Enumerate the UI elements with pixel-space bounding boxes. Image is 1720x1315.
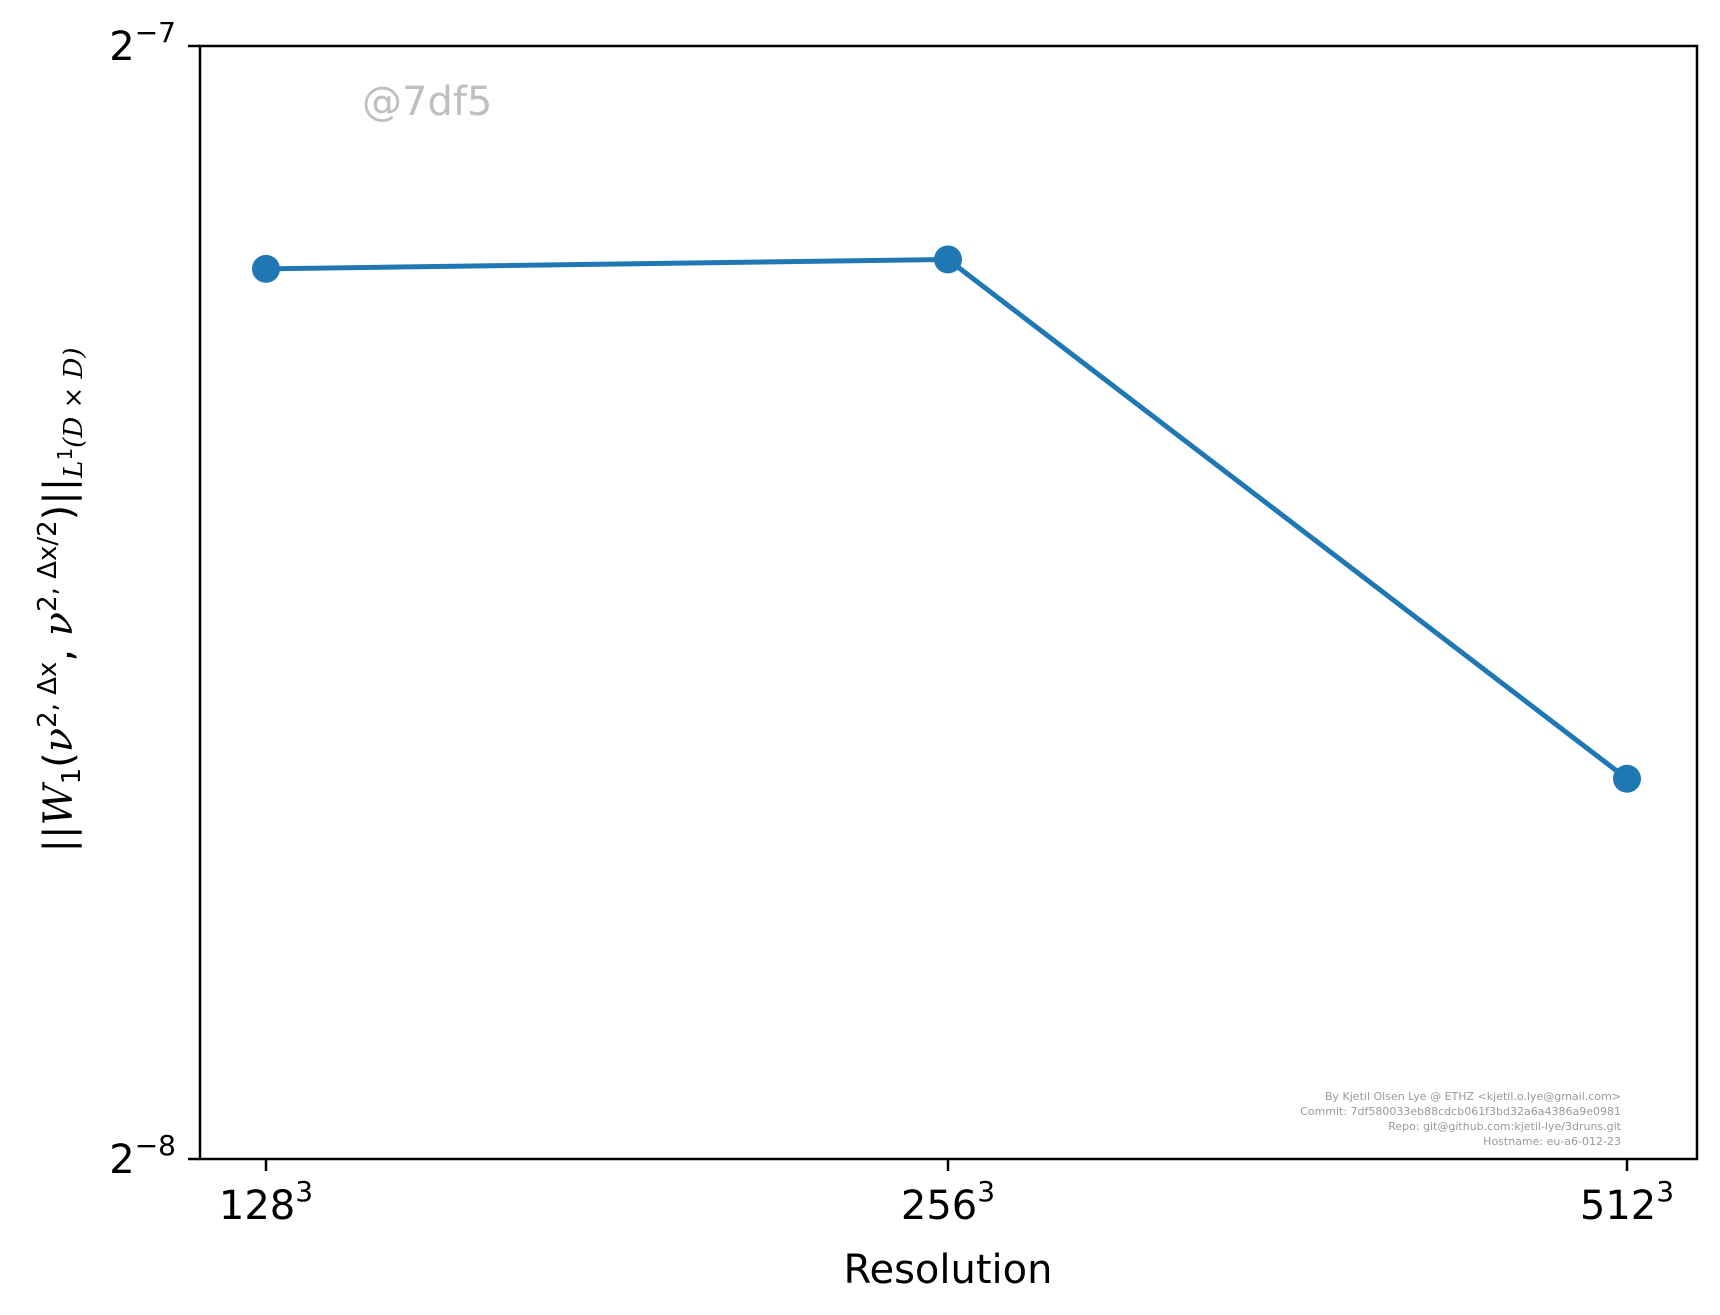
y-label-nu-b: ν (36, 612, 82, 636)
x-tick-label: 5123 (1580, 1175, 1674, 1229)
y-label-paren-open: ( (36, 752, 82, 768)
y-label-space-sup: 1 (53, 448, 77, 461)
x-tick-label: 1283 (219, 1175, 313, 1229)
y-label-comma: , (36, 636, 82, 661)
y-label-norm-close: || (36, 478, 82, 505)
data-point (252, 254, 280, 283)
y-label-sup-a: 2, Δx (33, 662, 63, 728)
y-tick-label: 2−7 (109, 16, 176, 70)
y-tick-label: 2−8 (109, 1129, 176, 1183)
y-axis-ticks: 2−8 2−7 (109, 16, 200, 1183)
credits-line: Commit: 7df580033eb88cdcb061f3bd32a6a438… (1300, 1105, 1621, 1118)
x-tick-label: 2563 (901, 1175, 995, 1229)
series-group (252, 245, 1641, 793)
y-label-space-l: L (59, 461, 89, 479)
credits-line: By Kjetil Olsen Lye @ ETHZ <kjetil.o.lye… (1325, 1090, 1621, 1103)
credits-block: By Kjetil Olsen Lye @ ETHZ <kjetil.o.lye… (1300, 1090, 1622, 1148)
y-label-paren-close: ) (36, 505, 82, 521)
y-label-sup-b: 2, Δx/2 (33, 520, 63, 612)
y-label-sub1: 1 (57, 768, 87, 785)
y-label-norm-open: || (36, 826, 82, 853)
data-point (1613, 764, 1641, 793)
y-label-w: W (36, 782, 82, 826)
y-axis-label: ||W1(ν2, Δx, ν2, Δx/2)||L1(D × D) (33, 348, 89, 853)
x-axis-ticks: 1283 2563 5123 (219, 1159, 1674, 1229)
credits-line: Hostname: eu-a6-012-23 (1483, 1135, 1621, 1148)
x-axis-label: Resolution (843, 1247, 1052, 1293)
data-point (934, 245, 962, 274)
y-label-space-rest: (D × D) (59, 348, 89, 448)
watermark: @7df5 (362, 79, 492, 125)
y-label-nu-a: ν (36, 728, 82, 752)
credits-line: Repo: git@github.com:kjetil-lye/3druns.g… (1388, 1120, 1621, 1133)
